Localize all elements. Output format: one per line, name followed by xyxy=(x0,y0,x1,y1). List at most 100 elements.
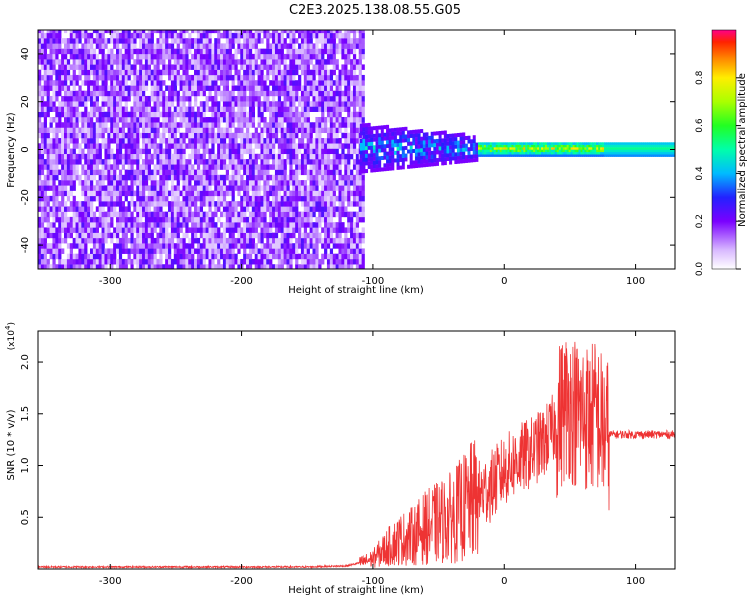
spectrogram-cell xyxy=(329,69,334,76)
spectrogram-cell xyxy=(266,190,270,197)
spectrogram-cell xyxy=(338,164,342,170)
spectrogram-cell xyxy=(176,38,180,44)
spectrogram-cell xyxy=(147,38,152,44)
spectrogram-cell xyxy=(240,48,244,55)
spectrogram-cell xyxy=(361,38,365,44)
spectrogram-cell xyxy=(116,222,120,228)
spectrogram-cell xyxy=(451,141,455,146)
spectrogram-cell xyxy=(335,195,339,202)
spectrogram-cell xyxy=(217,258,221,265)
spectrogram-cell xyxy=(66,132,71,139)
spectrogram-cell xyxy=(52,258,56,265)
spectrogram-cell xyxy=(127,148,131,155)
spectrogram-cell xyxy=(286,243,290,249)
spectrogram-cell xyxy=(72,222,76,228)
spectrogram-cell xyxy=(312,138,316,144)
spectrogram-cell xyxy=(87,111,91,118)
spectrogram-cell xyxy=(341,53,345,60)
spectrogram-cell xyxy=(87,148,91,155)
spectrogram-cell xyxy=(199,264,204,269)
spectrogram-cell xyxy=(289,80,293,86)
spectrogram-cell xyxy=(144,143,149,149)
spectrogram-cell xyxy=(222,80,227,86)
spectrogram-cell xyxy=(329,201,334,207)
spectrogram-cell xyxy=(199,64,204,70)
spectrogram-cell xyxy=(159,253,163,260)
spectrogram-cell xyxy=(139,30,143,34)
spectrogram-cell xyxy=(107,174,111,181)
spectrogram-cell xyxy=(194,95,198,102)
spectrogram-cell xyxy=(283,143,287,149)
spectrogram-cell xyxy=(205,180,209,186)
spectrogram-cell xyxy=(211,227,215,233)
spectrogram-cell xyxy=(228,190,232,197)
spectrogram-cell xyxy=(286,64,290,70)
spectrogram-cell xyxy=(248,148,253,155)
spectrogram-cell xyxy=(383,167,387,172)
spectrogram-cell xyxy=(380,129,384,134)
spectrogram-cell xyxy=(220,116,224,123)
spectrogram-cell xyxy=(347,95,351,102)
spectrogram-cell xyxy=(150,253,154,260)
spectrogram-cell xyxy=(147,248,152,254)
spectrogram-cell xyxy=(87,180,91,186)
spectrogram-cell xyxy=(110,80,114,86)
spectrogram-cell xyxy=(257,101,261,107)
spectrogram-cell xyxy=(300,180,305,186)
spectrogram-cell xyxy=(332,122,336,128)
spectrogram-cell xyxy=(66,127,71,134)
spectrogram-cell xyxy=(153,180,157,186)
spectrogram-cell xyxy=(315,138,319,144)
spectrogram-cell xyxy=(459,132,463,137)
spectrogram-cell xyxy=(274,32,279,39)
spectrogram-cell xyxy=(98,195,102,202)
spectrogram-cell xyxy=(260,111,264,118)
spectrogram-cell xyxy=(303,216,308,223)
spectrogram-cell xyxy=(332,95,336,102)
spectrogram-cell xyxy=(38,32,42,39)
spectrogram-cell xyxy=(315,164,319,170)
spectrogram-cell xyxy=(110,132,114,139)
spectrogram-cell xyxy=(107,206,111,212)
spectrogram-cell xyxy=(459,148,463,153)
spectrogram-cell xyxy=(280,80,284,86)
spectrogram-cell xyxy=(110,211,114,218)
spectrogram-cell xyxy=(315,180,319,186)
spectrogram-cell xyxy=(188,101,192,107)
spectrogram-cell xyxy=(84,74,88,81)
spectrogram-cell xyxy=(153,127,157,134)
spectrogram-cell xyxy=(147,122,152,128)
spectrogram-cell xyxy=(43,190,47,197)
spectrogram-cell xyxy=(191,90,195,97)
spectrogram-cell xyxy=(188,164,192,170)
spectrogram-cell xyxy=(269,227,273,233)
spectrogram-cell xyxy=(263,185,267,191)
spectrogram-cell xyxy=(185,243,189,249)
spectrogram-cell xyxy=(52,53,56,60)
spectrogram-cell xyxy=(425,136,429,141)
spectrogram-cell xyxy=(202,243,206,249)
spectrogram-cell xyxy=(359,142,363,147)
spectrogram-cell xyxy=(92,106,97,112)
spectrogram-cell xyxy=(222,43,227,49)
spectrogram-cell xyxy=(341,243,345,249)
spectrogram-cell xyxy=(309,90,313,97)
spectrogram-cell xyxy=(292,95,296,102)
spectrogram-cell xyxy=(168,190,172,197)
spectrogram-cell xyxy=(144,185,149,191)
spectrogram-cell xyxy=(306,38,310,44)
spectrogram-cell xyxy=(341,211,345,218)
spectrogram-cell xyxy=(283,243,287,249)
spectrogram-cell xyxy=(269,122,273,128)
spectrogram-cell xyxy=(260,243,264,249)
spectrogram-cell xyxy=(90,132,94,139)
spectrogram-cell xyxy=(205,143,209,149)
spectrogram-cell xyxy=(124,95,128,102)
spectrogram-cell xyxy=(110,164,114,170)
spectrogram-cell xyxy=(225,216,230,223)
spectrogram-cell xyxy=(130,190,134,197)
spectrogram-cell xyxy=(43,74,47,81)
spectrogram-cell xyxy=(289,174,293,181)
spectrogram-cell xyxy=(196,74,201,81)
spectrogram-cell xyxy=(107,132,111,139)
